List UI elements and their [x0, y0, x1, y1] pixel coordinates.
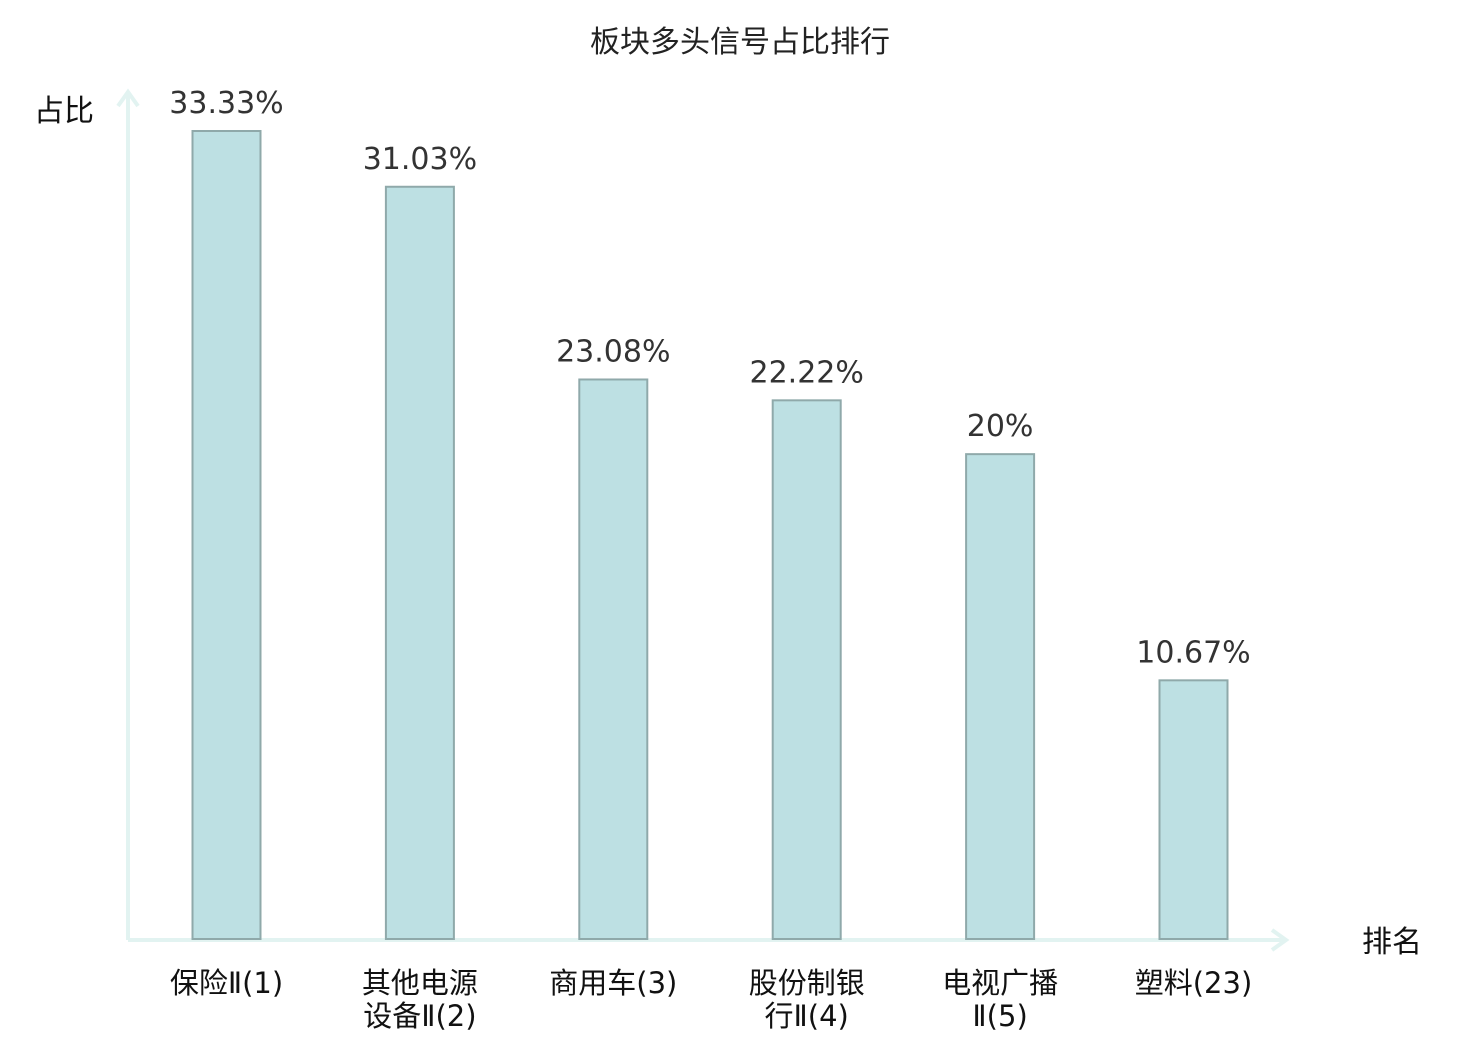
- category-label: 商用车(3): [549, 966, 677, 1000]
- bar: [384, 185, 455, 940]
- bar-value-label: 31.03%: [363, 142, 477, 177]
- category-label: 保险Ⅱ(1): [170, 966, 283, 1000]
- chart-title: 板块多头信号占比排行: [590, 25, 890, 60]
- bar: [965, 453, 1036, 940]
- category-label: 设备Ⅱ(2): [363, 999, 476, 1033]
- x-axis-arrow-icon: [1270, 928, 1290, 952]
- bar: [191, 130, 262, 940]
- y-axis: [116, 88, 140, 940]
- bars-group: [191, 130, 1229, 941]
- bar-value-label: 10.67%: [1136, 635, 1250, 670]
- category-label: 股份制银: [749, 966, 865, 1000]
- x-axis: [128, 928, 1290, 952]
- y-axis-label: 占比: [34, 94, 94, 129]
- category-label: Ⅱ(5): [972, 999, 1027, 1033]
- category-label: 塑料(23): [1135, 966, 1253, 1000]
- value-labels-group: 33.33% 31.03% 23.08% 22.22% 20% 10.67%: [169, 86, 1250, 670]
- x-axis-label: 排名: [1362, 925, 1422, 960]
- bar-value-label: 33.33%: [169, 86, 283, 121]
- category-label: 电视广播: [942, 966, 1058, 1000]
- category-label: 行Ⅱ(4): [765, 999, 849, 1033]
- bar-value-label: 22.22%: [750, 355, 864, 390]
- bar-value-label: 20%: [967, 409, 1034, 444]
- y-axis-arrow-icon: [116, 88, 140, 108]
- bar-value-label: 23.08%: [556, 334, 670, 369]
- bar: [578, 378, 649, 940]
- category-label: 其他电源: [362, 966, 478, 1000]
- bar: [1158, 679, 1229, 940]
- bar: [771, 399, 842, 941]
